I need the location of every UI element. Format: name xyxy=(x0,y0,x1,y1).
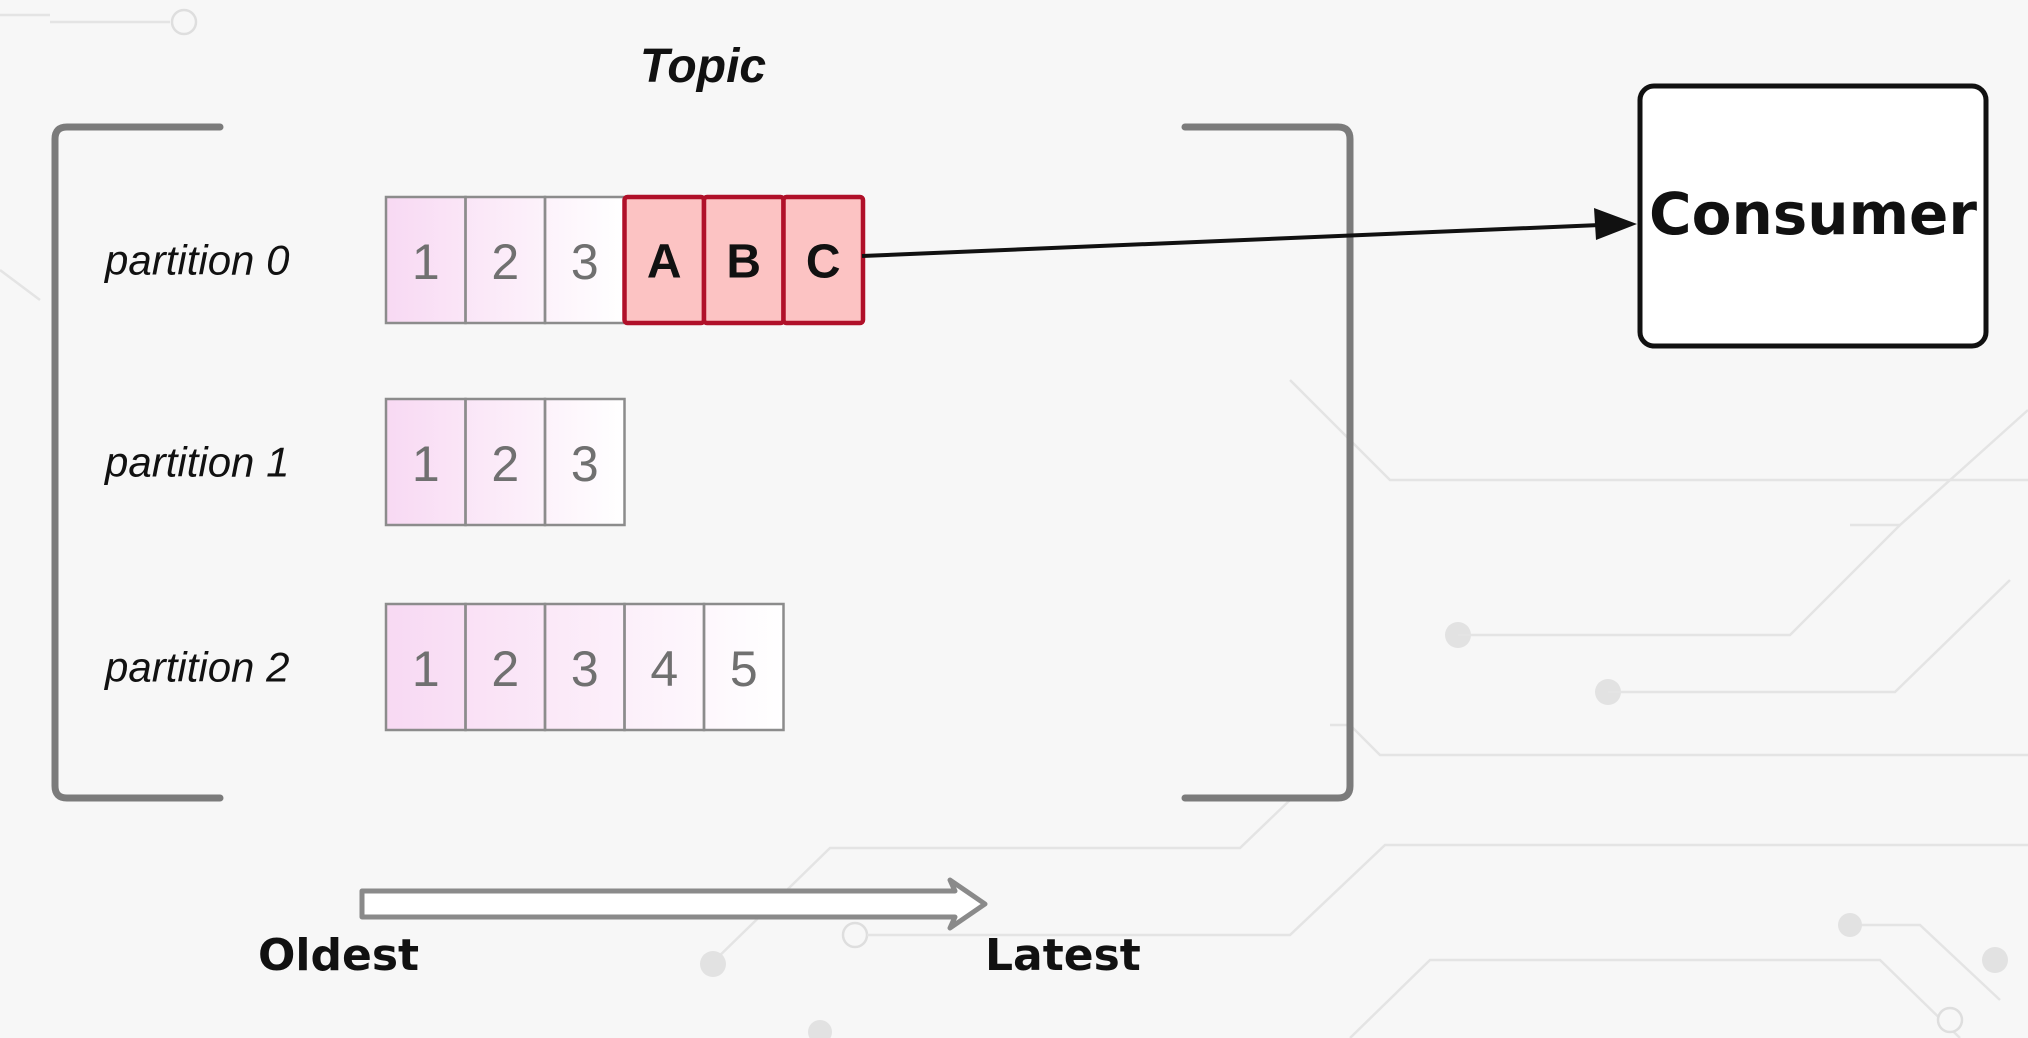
message-offset-label: 1 xyxy=(412,234,440,290)
message-offset-label: 4 xyxy=(650,641,678,697)
latest-label: Latest xyxy=(985,930,1141,981)
right-bracket xyxy=(1181,123,1354,802)
time-arrow xyxy=(359,877,988,931)
message-cell-box xyxy=(781,194,866,326)
message-cell: 4 xyxy=(623,602,706,732)
consumer-label: Consumer xyxy=(1649,180,1977,248)
partition-0-label: partition 0 xyxy=(103,237,290,284)
partition-2-label: partition 2 xyxy=(103,644,289,691)
message-cell-box xyxy=(702,602,785,732)
message-cell: 5 xyxy=(702,602,785,732)
message-cell: 1 xyxy=(384,397,467,527)
message-offset-label: 3 xyxy=(571,641,599,697)
message-offset-label: 1 xyxy=(412,641,440,697)
message-offset-label: B xyxy=(726,236,761,289)
circuit-background-decoration xyxy=(0,8,2028,1038)
partition-1-log-background xyxy=(386,399,625,525)
message-cell: 3 xyxy=(543,602,626,732)
consumer-box xyxy=(1637,83,1989,349)
message-offset-label: 5 xyxy=(730,641,758,697)
message-cell: A xyxy=(622,194,707,326)
message-offset-label: C xyxy=(806,236,841,289)
message-offset-label: 1 xyxy=(412,436,440,492)
oldest-label: Oldest xyxy=(258,930,419,981)
partition-1-label: partition 1 xyxy=(103,439,289,486)
consumer-node: Consumer xyxy=(1637,83,1989,349)
message-cell: 2 xyxy=(464,195,547,325)
left-bracket xyxy=(51,123,224,802)
message-cell-box xyxy=(543,397,626,527)
message-offset-label: A xyxy=(647,236,682,289)
message-offset-label: 2 xyxy=(491,436,519,492)
message-offset-label: 2 xyxy=(491,234,519,290)
topic-title: Topic xyxy=(640,40,766,93)
message-offset-label: 3 xyxy=(571,436,599,492)
topic-bracket xyxy=(51,123,1354,802)
message-cell: C xyxy=(781,194,866,326)
message-offset-label: 3 xyxy=(571,234,599,290)
partition-0-log-background xyxy=(386,197,625,323)
partition-2-log-background xyxy=(386,604,784,730)
message-cell: 3 xyxy=(543,195,626,325)
message-cell: B xyxy=(701,194,786,326)
consumer-arrow xyxy=(861,208,1637,258)
message-cell: 3 xyxy=(543,397,626,527)
message-offset-label: 2 xyxy=(491,641,519,697)
